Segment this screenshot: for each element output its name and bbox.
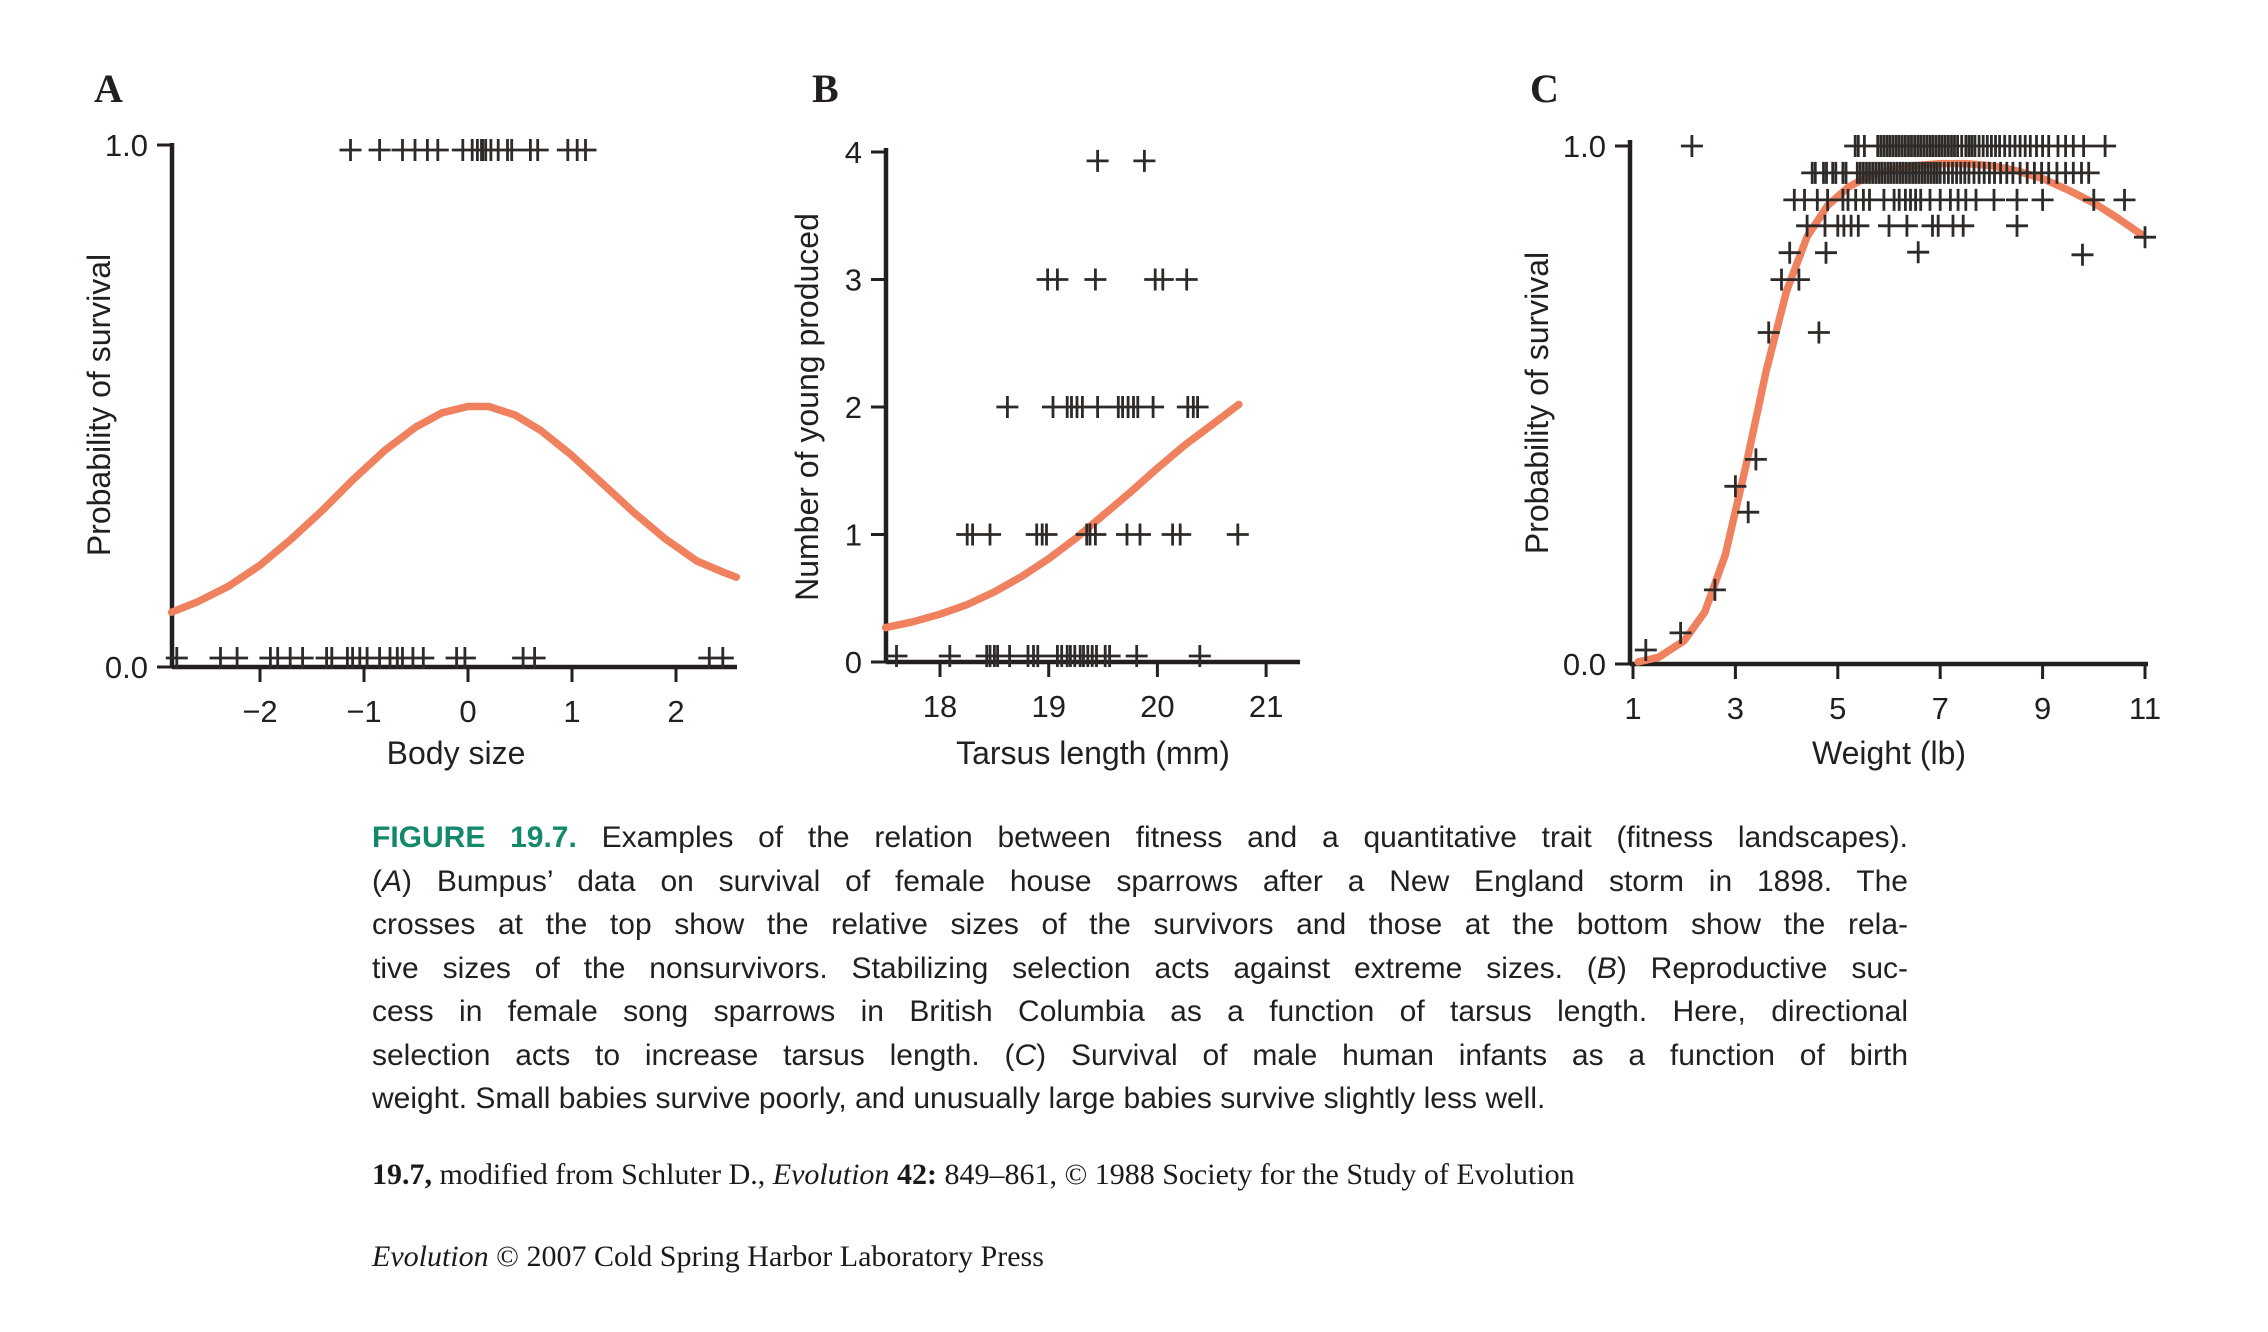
caption-segment: ) Bumpus’ data on survival of female hou…	[402, 864, 1908, 898]
data-point-cross-series	[1796, 214, 2028, 237]
y-tick-label: 3	[845, 263, 862, 298]
caption-line: tive sizes of the nonsurvivors. Stabiliz…	[372, 947, 1908, 991]
x-tick-label: 11	[2129, 691, 2161, 726]
panel-a: A −2 −1 0 1 2 0.0 1.0 Body size Probability of su…	[81, 66, 741, 771]
x-tick-label: 1	[563, 694, 580, 729]
y-tick-label: 1	[845, 518, 862, 553]
credit-1-segment: 19.7,	[372, 1158, 432, 1191]
y-tick-label: 0	[845, 645, 862, 680]
data-point-cross-series	[1634, 226, 2156, 661]
y-axis-label: Probability of survival	[81, 254, 117, 556]
figure-caption: FIGURE 19.7. Examples of the relation be…	[372, 816, 1908, 1121]
caption-segment: tive sizes of the nonsurvivors. Stabiliz…	[372, 951, 1597, 985]
caption-segment: B	[1596, 951, 1617, 985]
x-tick-label: −1	[346, 694, 381, 729]
caption-segment: A	[382, 864, 403, 898]
data-point-cross-series	[1801, 161, 2100, 184]
panel-b: B 18 19 20 21 0 1 2 3 4 Tarsus length (mm) Number o…	[789, 66, 1300, 771]
y-axis-label: Number of young produced	[789, 213, 825, 601]
caption-segment: ) Reproductive suc-	[1616, 951, 1908, 985]
x-tick-label: 1	[1624, 691, 1641, 726]
y-tick-label: 2	[845, 390, 862, 425]
x-axis-label: Body size	[387, 735, 526, 771]
credit-line-1: 19.7, modified from Schluter D., Evoluti…	[372, 1158, 1575, 1192]
caption-line: selection acts to increase tarsus length…	[372, 1034, 1908, 1078]
caption-segment: (	[372, 864, 382, 898]
x-tick-label: 18	[923, 689, 957, 724]
caption-segment: cess in female song sparrows in British …	[372, 995, 1908, 1028]
data-point-cross-series	[339, 139, 597, 161]
x-tick-label: 7	[1932, 691, 1949, 726]
data-point-cross-series	[1086, 149, 1156, 172]
credit-1-segment: Evolution	[772, 1158, 890, 1191]
credit-line-2: Evolution © 2007 Cold Spring Harbor Labo…	[372, 1240, 1044, 1274]
data-point-cross-series	[996, 396, 1209, 418]
credit-2-segment: Evolution	[372, 1240, 489, 1273]
x-axis-label: Weight (lb)	[1812, 735, 1966, 771]
y-axis-label: Probability of survival	[1519, 252, 1555, 554]
caption-segment: ) Survival of male human infants as a fu…	[1036, 1038, 1908, 1072]
data-point-cross-series	[1036, 268, 1198, 291]
x-tick-label: 19	[1031, 689, 1065, 724]
panel-label: C	[1530, 66, 1559, 111]
y-tick-label: 1.0	[105, 128, 148, 163]
x-tick-label: 2	[667, 694, 684, 729]
x-tick-label: 0	[459, 694, 476, 729]
fit-curve	[881, 400, 1243, 632]
data-point-cross-series	[1680, 135, 2117, 157]
x-tick-label: 20	[1140, 689, 1174, 724]
caption-line: (A) Bumpus’ data on survival of female h…	[372, 860, 1908, 904]
data-point-cross-series	[885, 645, 1211, 667]
credit-1-segment	[889, 1158, 897, 1191]
caption-line: cess in female song sparrows in British …	[372, 990, 1908, 1034]
x-tick-label: 21	[1249, 689, 1283, 724]
y-tick-label: 0.0	[105, 650, 148, 685]
figure-panels: A −2 −1 0 1 2 0.0 1.0 Body size Probability of su…	[81, 66, 2161, 771]
credit-1-segment: modified from Schluter D.,	[432, 1158, 773, 1191]
x-axis-label: Tarsus length (mm)	[956, 735, 1230, 771]
data-point-cross-series	[165, 647, 734, 669]
y-tick-label: 1.0	[1563, 129, 1606, 164]
data-point-cross-series	[1783, 188, 2136, 211]
caption-segment: Examples of the relation between fitness…	[576, 821, 1908, 854]
y-tick-label: 4	[845, 135, 862, 170]
caption-line: FIGURE 19.7. Examples of the relation be…	[372, 816, 1908, 860]
x-tick-label: 9	[2034, 691, 2051, 726]
panel-c: C 1 3 5 7 9 11 0.0 1.0 Weight (lb) Probability of …	[1519, 66, 2161, 771]
credit-2-segment: © 2007 Cold Spring Harbor Laboratory Pre…	[488, 1240, 1044, 1273]
caption-segment: weight. Small babies survive poorly, and…	[372, 1082, 1546, 1115]
caption-segment: crosses at the top show the relative siz…	[372, 908, 1908, 941]
caption-segment: FIGURE 19.7.	[372, 821, 577, 854]
data-point-cross-series	[956, 523, 1249, 546]
x-tick-label: 5	[1829, 691, 1846, 726]
x-tick-label: −2	[242, 694, 277, 729]
x-tick-label: 3	[1727, 691, 1744, 726]
caption-segment: selection acts to increase tarsus length…	[372, 1038, 1015, 1072]
credit-1-segment: 849–861, © 1988 Society for the Study of…	[936, 1158, 1575, 1191]
caption-line: weight. Small babies survive poorly, and…	[372, 1077, 1908, 1121]
credit-1-segment: 42:	[896, 1158, 937, 1191]
caption-line: crosses at the top show the relative siz…	[372, 903, 1908, 947]
panel-label: B	[812, 66, 839, 111]
y-tick-label: 0.0	[1563, 647, 1606, 682]
fit-curve	[167, 402, 741, 616]
caption-segment: C	[1014, 1038, 1037, 1072]
panel-label: A	[94, 66, 123, 111]
